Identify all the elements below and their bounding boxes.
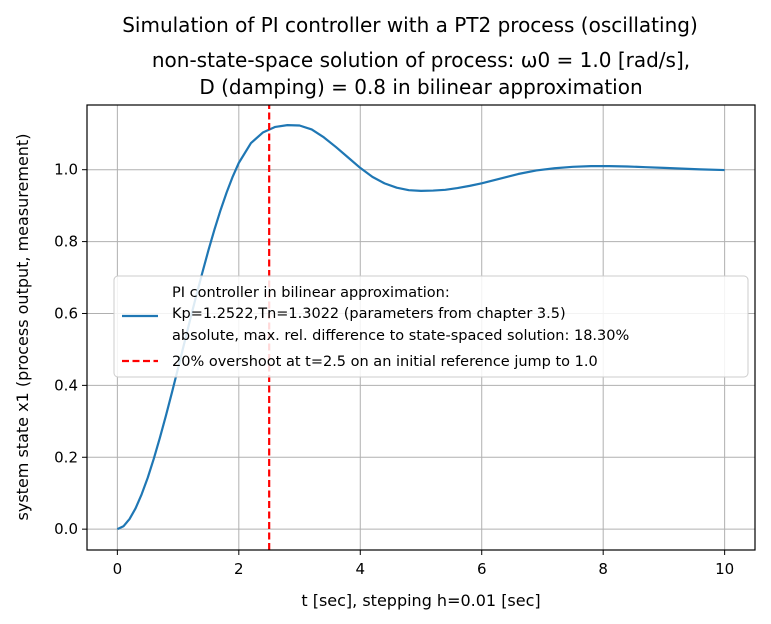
legend-series-0-line-3: absolute, max. rel. difference to state-… (172, 328, 629, 344)
axis-ticks: 0 2 4 6 8 10 0.0 0.2 0.4 0.6 0.8 1.0 (54, 161, 734, 578)
legend-box (113, 275, 749, 378)
chart-title-line-3: D (damping) = 0.8 in bilinear approximat… (199, 75, 642, 99)
y-tick-label: 1.0 (54, 161, 78, 179)
y-axis-label: system state x1 (process output, measure… (13, 134, 32, 521)
y-tick-label: 0.0 (54, 520, 78, 538)
x-tick-label: 2 (234, 560, 244, 578)
legend-series-0-line-1: PI controller in bilinear approximation: (172, 285, 450, 301)
x-tick-label: 6 (477, 560, 487, 578)
y-tick-label: 0.2 (54, 448, 78, 466)
series-line-0 (116, 124, 725, 531)
plot-area-frame (86, 104, 756, 551)
x-tick-label: 4 (355, 560, 365, 578)
chart-title-line-1: Simulation of PI controller with a PT2 p… (122, 13, 698, 37)
x-axis-label: t [sec], stepping h=0.01 [sec] (301, 591, 540, 610)
x-tick-label: 8 (598, 560, 608, 578)
y-tick-label: 0.8 (54, 233, 78, 251)
y-tick-label: 0.6 (54, 304, 78, 322)
y-tick-label: 0.4 (54, 376, 78, 394)
x-tick-label: 10 (715, 560, 734, 578)
x-tick-label: 0 (113, 560, 123, 578)
legend-series-1-line-1: 20% overshoot at t=2.5 on an initial ref… (172, 354, 598, 370)
legend: PI controller in bilinear approximation:… (113, 275, 749, 378)
legend-series-0-line-2: Kp=1.2522,Tn=1.3022 (parameters from cha… (172, 306, 566, 322)
chart-title-line-2: non-state-space solution of process: ω0 … (152, 48, 690, 72)
